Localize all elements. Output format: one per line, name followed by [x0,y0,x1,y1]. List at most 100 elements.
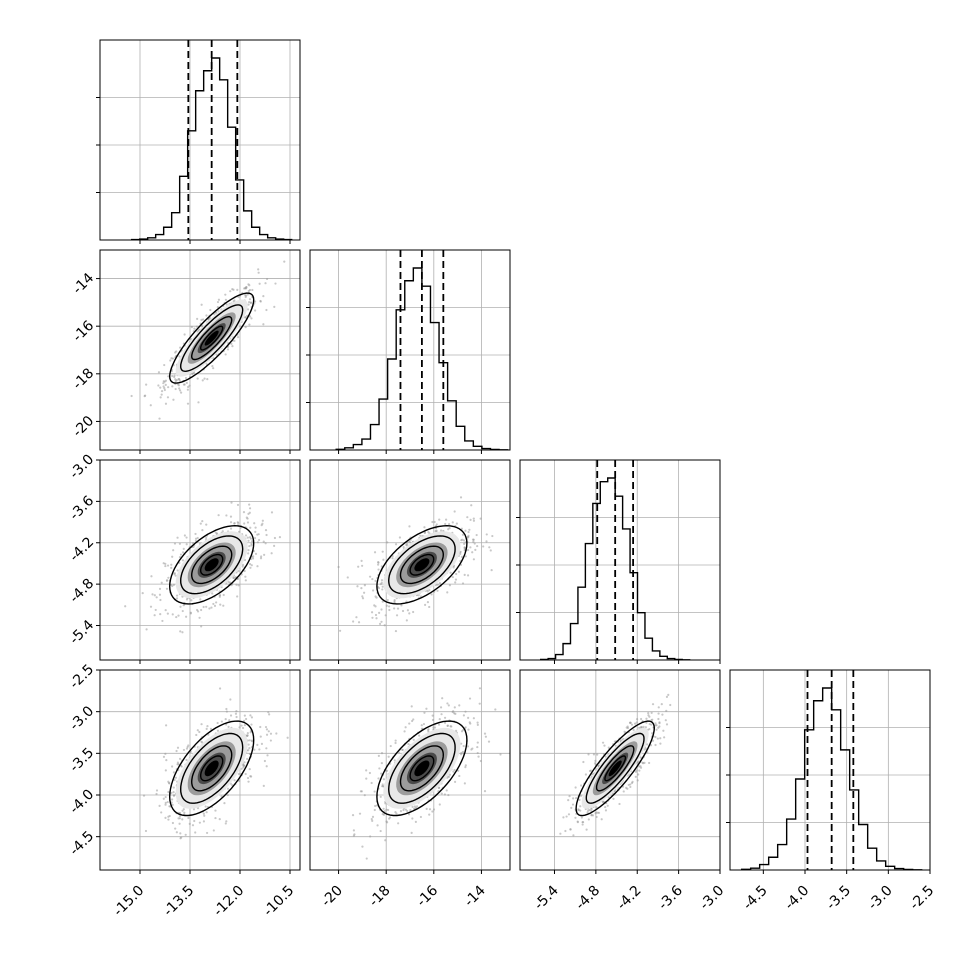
sample-point [431,718,435,722]
sample-point [248,562,252,566]
sample-point [352,834,356,837]
sample-point [475,533,478,537]
sample-point [269,732,273,735]
sample-point [157,371,161,374]
sample-point [182,808,185,811]
sample-point [393,759,396,762]
sample-point [265,747,268,750]
y-tick-label: -3.6 [67,493,98,524]
sample-point [244,294,247,297]
sample-point [604,805,607,809]
sample-point [370,781,373,785]
y-tick-label: -4.0 [67,787,98,818]
sample-point [464,710,467,713]
sample-point [162,562,165,565]
sample-point [406,609,409,612]
sample-point [246,308,250,311]
sample-point [449,725,452,728]
sample-point [179,630,182,633]
sample-point [166,564,170,567]
panel-2-1 [310,460,510,660]
sample-point [378,611,381,614]
sample-point [202,318,205,321]
sample-point [651,739,655,742]
sample-point [190,599,193,602]
sample-point [477,755,480,758]
sample-point [250,740,254,743]
sample-point [218,687,222,690]
sample-point [463,782,466,785]
sample-point [171,765,174,768]
sample-point [437,786,441,789]
sample-point [238,726,241,729]
sample-point [181,609,184,613]
sample-point [227,580,230,584]
sample-point [471,747,474,750]
sample-point [213,604,217,607]
sample-point [248,511,251,514]
sample-point [657,726,660,729]
sample-point [368,575,372,578]
sample-point [491,534,494,538]
x-tick-label: -4.8 [573,883,604,914]
sample-point [398,536,402,539]
sample-point [260,555,263,558]
sample-point [149,404,152,407]
sample-point [164,609,167,612]
sample-point [261,522,264,525]
sample-point [160,393,163,396]
sample-point [180,765,183,768]
sample-point [470,504,473,507]
sample-point [164,564,167,568]
sample-point [588,808,591,812]
sample-point [638,769,641,772]
contour-line-1 [190,745,233,792]
sample-point [177,377,180,381]
sample-point [163,388,166,392]
sample-point [244,579,247,582]
sample-point [248,323,251,326]
sample-point [479,517,482,520]
y-tick-label: -4.8 [67,576,98,607]
sample-point [181,631,184,634]
density-fill-peak [204,760,219,777]
sample-point [249,714,252,717]
sample-point [162,755,166,758]
sample-point [351,814,355,817]
contour-line-3 [376,524,468,605]
sample-point [339,629,342,632]
sample-point [641,761,644,764]
sample-point [225,514,228,517]
sample-point [244,717,248,721]
sample-point [369,835,372,838]
sample-point [166,800,169,804]
sample-point [262,323,265,326]
sample-point [254,552,258,555]
sample-point [171,374,174,378]
y-tick-label: -3.0 [67,703,98,734]
sample-point [386,541,389,544]
sample-point [160,581,163,584]
sample-point [230,501,233,504]
sample-point [430,593,433,596]
sample-point [412,738,415,741]
sample-point [198,821,201,824]
sample-point [187,744,190,747]
sample-point [639,717,643,721]
sample-point [244,295,247,299]
contour-line-2 [387,732,456,804]
sample-point [248,739,251,742]
sample-point [165,579,169,582]
sample-point [234,712,238,715]
sample-point [639,765,642,768]
sample-point [479,759,482,763]
sample-point [243,723,247,727]
sample-point [376,824,379,827]
sample-point [445,789,448,792]
sample-point [476,751,479,755]
sample-point [464,766,467,769]
sample-point [181,559,185,562]
sample-point [582,760,585,764]
sample-point [237,772,241,776]
sample-point [274,282,277,285]
